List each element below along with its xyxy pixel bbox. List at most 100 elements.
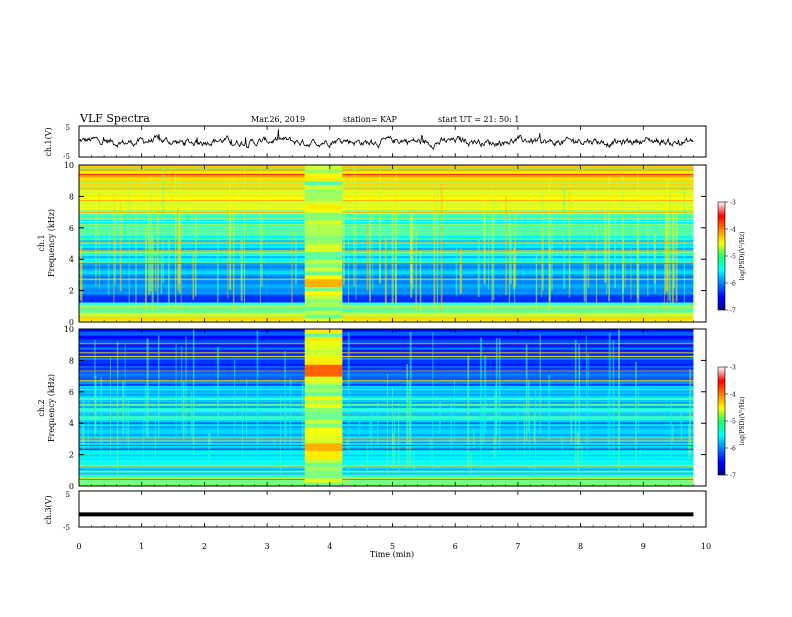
spectrogram-band (79, 169, 694, 172)
spectrogram-bright-segment (304, 165, 343, 170)
spectrogram-line (79, 195, 694, 197)
spectrogram-impulse (670, 401, 672, 466)
spectrogram-impulse (683, 185, 686, 313)
spectrogram-band (79, 441, 694, 445)
figure-title: VLF Spectra (79, 112, 150, 125)
spectrogram-impulse (483, 199, 486, 285)
spectrogram-band (79, 433, 694, 437)
spectrogram-impulse (528, 379, 530, 433)
freq-tick-label: 6 (69, 388, 74, 397)
spectrogram-band (79, 207, 694, 210)
spectrogram-impulse (114, 208, 116, 285)
spectrogram-impulse (525, 344, 528, 441)
spectrogram-impulse (415, 228, 418, 312)
spectrogram-band (79, 215, 694, 218)
spectrogram-bright-segment (304, 415, 343, 420)
colorbar-label: log(PSD)(V²/Hz) (739, 232, 746, 281)
spectrogram-impulse (668, 177, 670, 301)
spectrogram-impulse (386, 373, 388, 476)
spectrogram-impulse (355, 169, 357, 300)
spectrogram-impulse (113, 187, 115, 303)
spectrogram-line (79, 307, 694, 309)
spectrogram-band (79, 171, 694, 174)
ch3-waveform-frame (78, 490, 707, 528)
spectrogram-impulse (543, 443, 545, 447)
spectrogram-band (79, 339, 694, 342)
spectrogram-band (79, 165, 694, 168)
spectrogram-impulse (108, 225, 110, 296)
spectrogram-impulse (491, 185, 493, 313)
spectrogram-impulse (378, 170, 381, 284)
spectrogram-impulse (154, 413, 156, 457)
spectrogram-bright-segment (304, 474, 343, 479)
colorbar-tick-label: -3 (730, 200, 736, 207)
spectrogram-bright-segment (304, 391, 343, 397)
spectrogram-impulse (122, 380, 124, 436)
spectrogram-bright-segment (304, 310, 343, 315)
spectrogram-impulse (94, 339, 96, 438)
spectrogram-bright-segment (304, 329, 343, 334)
spectrogram-impulse (498, 337, 501, 451)
ch1-waveform-panel: 5 -5 ch.1(V) (44, 124, 707, 161)
spectrogram-impulse (412, 450, 415, 471)
ch1-frequency-label: Frequency (kHz) (47, 209, 56, 277)
spectrogram-impulse (259, 169, 261, 307)
time-tick-label: 4 (327, 542, 332, 551)
spectrogram-impulse (459, 248, 462, 293)
spectrogram-impulse (372, 225, 374, 292)
spectrogram-band (79, 317, 694, 321)
spectrogram-band (79, 367, 694, 370)
spectrogram-bright-segment (304, 251, 343, 256)
spectrogram-line (79, 398, 694, 400)
spectrogram-band (79, 401, 694, 405)
spectrogram-impulse (574, 339, 577, 468)
time-tick-label: 8 (578, 542, 583, 551)
spectrogram-line (79, 234, 694, 236)
spectrogram-band (79, 195, 694, 198)
spectrogram-band (79, 453, 694, 457)
spectrogram-band (79, 365, 694, 368)
spectrogram-bright-segment (304, 192, 343, 197)
spectrogram-line (79, 414, 694, 416)
spectrogram-impulse (630, 248, 632, 300)
spectrogram-impulse (261, 200, 263, 287)
spectrogram-band (79, 357, 694, 360)
spectrogram-band (79, 305, 694, 309)
spectrogram-bright-segment (304, 442, 343, 448)
spectrogram-band (79, 167, 694, 170)
colorbar-tick-label: -5 (730, 419, 736, 426)
spectrogram-band (79, 425, 694, 429)
spectrogram-impulse (119, 201, 122, 292)
spectrogram-line (79, 185, 694, 187)
spectrogram-impulse (622, 235, 624, 306)
spectrogram-bright-segment (304, 208, 343, 213)
spectrogram-impulse (612, 340, 615, 462)
spectrogram-bright-segment (304, 212, 343, 217)
spectrogram-impulse (160, 250, 163, 294)
spectrogram-impulse (366, 442, 369, 474)
spectrogram-impulse (495, 338, 498, 436)
spectrogram-line (79, 448, 694, 450)
freq-tick-label: 4 (69, 419, 74, 428)
spectrogram-bright-segment (304, 216, 343, 221)
spectrogram-impulse (182, 381, 185, 441)
spectrogram-impulse (301, 383, 304, 450)
spectrogram-band (79, 429, 694, 433)
spectrogram-bright-segment (304, 274, 343, 280)
ch2-frequency-label: Frequency (kHz) (47, 374, 56, 442)
ch2-spectrogram-image (79, 329, 694, 487)
spectrogram-impulse (175, 343, 177, 439)
spectrogram-bright-segment (304, 356, 343, 361)
freq-tick-label: 8 (69, 356, 74, 365)
spectrogram-impulse (680, 411, 683, 441)
spectrogram-impulse (366, 224, 369, 291)
spectrogram-bright-segment (304, 344, 343, 350)
spectrogram-band (79, 175, 694, 178)
spectrogram-impulse (234, 359, 236, 435)
spectrogram-band (79, 475, 694, 479)
spectrogram-bright-segment (304, 196, 343, 201)
ch2-colorbar: -3 -4 -5 -6 -7 log(PSD)(V²/Hz) (717, 365, 746, 480)
freq-tick-label: 4 (69, 255, 74, 264)
spectrogram-bright-segment (304, 368, 343, 373)
spectrogram-bright-segment (304, 364, 343, 369)
